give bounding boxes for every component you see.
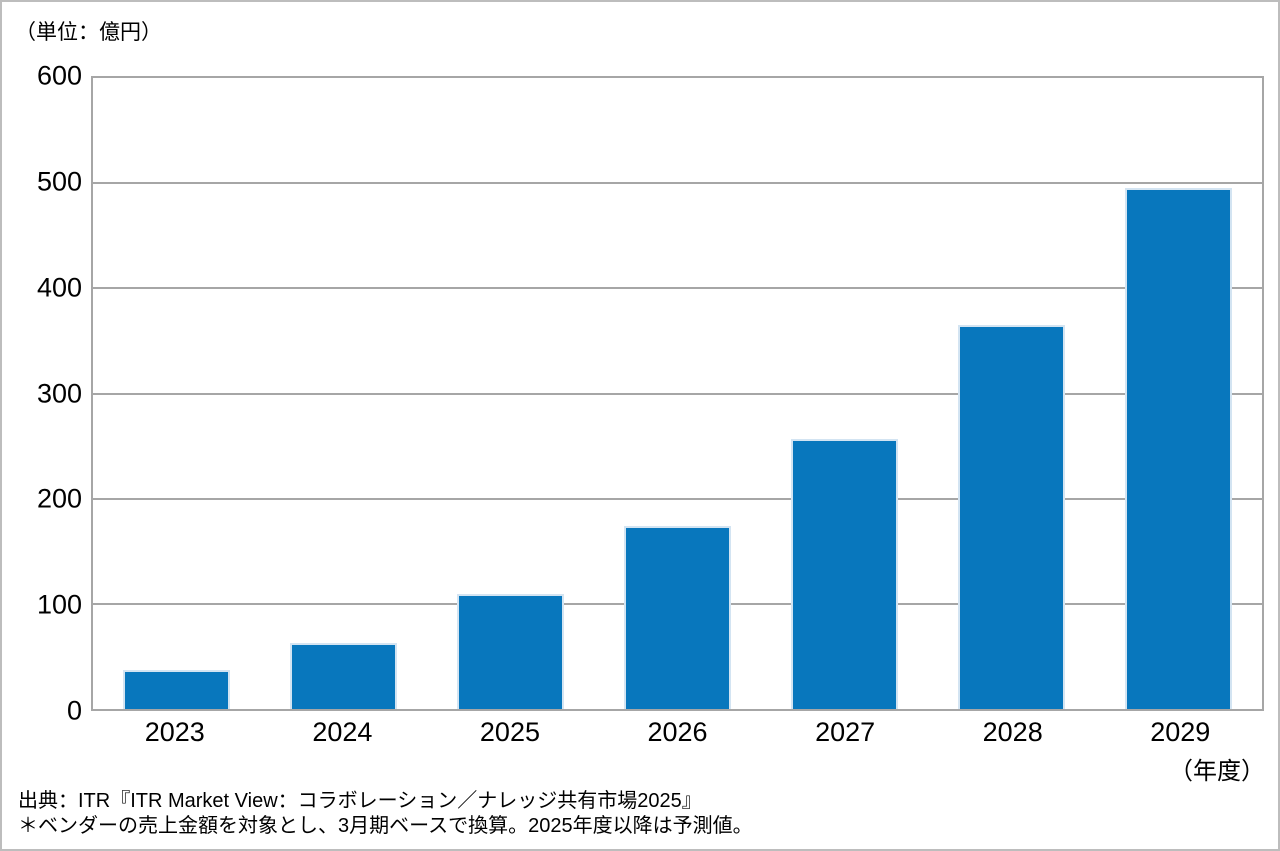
bar-2025 [457, 594, 564, 709]
bar-2027 [791, 438, 898, 709]
y-tick-300: 300 [36, 378, 82, 408]
y-tick-400: 400 [36, 272, 82, 303]
bar-2023 [123, 670, 230, 709]
y-tick-600: 600 [36, 60, 82, 91]
plot-area [91, 76, 1264, 711]
x-axis-unit-label: （年度） [1169, 758, 1265, 785]
y-tick-100: 100 [36, 589, 82, 620]
x-tick-2024: 2024 [312, 717, 373, 747]
y-tick-0: 0 [66, 695, 82, 726]
y-tick-500: 500 [36, 166, 82, 197]
x-tick-2029: 2029 [1150, 717, 1211, 747]
y-axis-tick-labels: 0 100 200 300 400 500 600 [2, 62, 82, 724]
y-axis-unit-label: （単位：億円） [15, 21, 162, 44]
bar-2029 [1125, 188, 1232, 709]
x-tick-2027: 2027 [815, 717, 876, 747]
bar-2028 [958, 325, 1065, 709]
bar-series [93, 78, 1262, 709]
source-note: 出典：ITR『ITR Market View：コラボレーション／ナレッジ共有市場… [18, 789, 753, 839]
bar-2024 [290, 642, 397, 709]
x-tick-2026: 2026 [647, 717, 708, 747]
gridline-400 [93, 287, 1262, 290]
bar-2026 [624, 526, 731, 709]
x-tick-2028: 2028 [982, 717, 1043, 747]
source-line-2: ＊ベンダーの売上金額を対象とし、3月期ベースで換算。2025年度以降は予測値。 [18, 815, 753, 837]
source-line-1: 出典：ITR『ITR Market View：コラボレーション／ナレッジ共有市場… [18, 790, 702, 812]
gridline-200 [93, 497, 1262, 500]
x-tick-2023: 2023 [144, 717, 205, 747]
gridline-500 [93, 182, 1262, 185]
y-tick-200: 200 [36, 483, 82, 514]
x-axis-tick-labels: 2023 2024 2025 2026 2027 2028 2029 [91, 717, 1264, 748]
gridline-300 [93, 392, 1262, 395]
x-tick-2025: 2025 [479, 717, 540, 747]
